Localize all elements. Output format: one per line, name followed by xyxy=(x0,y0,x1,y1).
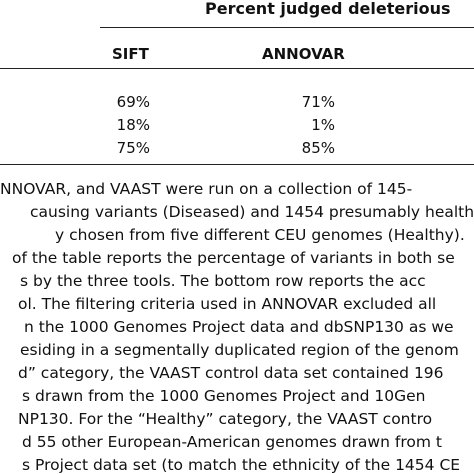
caption-line: NNOVAR, and VAAST were run on a collecti… xyxy=(0,180,413,198)
caption-line: d 55 other European-American genomes dra… xyxy=(22,433,442,451)
caption-line: n the 1000 Genomes Project data and dbSN… xyxy=(24,318,454,336)
table-cell: 69% xyxy=(116,93,150,111)
rule xyxy=(100,27,474,28)
table-cell: 18% xyxy=(116,116,150,134)
table-cell: 71% xyxy=(301,93,335,111)
table-cell: 1% xyxy=(311,116,335,134)
caption-line: ol. The filtering criteria used in ANNOV… xyxy=(18,295,437,313)
caption-line: causing variants (Diseased) and 1454 pre… xyxy=(30,203,474,221)
caption-line: d” category, the VAAST control data set … xyxy=(18,364,444,382)
rule xyxy=(0,164,474,165)
caption-line: s by the three tools. The bottom row rep… xyxy=(20,272,426,290)
column-header: ANNOVAR xyxy=(262,45,345,63)
caption-line: NP130. For the “Healthy” category, the V… xyxy=(18,410,433,428)
table-cell: 85% xyxy=(301,139,335,157)
caption-line: s Project data set (to match the ethnici… xyxy=(22,456,461,474)
column-header: SIFT xyxy=(112,45,149,63)
rule xyxy=(0,68,474,69)
caption-line: esiding in a segmentally duplicated regi… xyxy=(20,341,459,359)
group-header: Percent judged deleterious xyxy=(205,0,451,18)
caption-line: s drawn from the 1000 Genomes Project an… xyxy=(22,387,426,405)
caption-line: of the table reports the percentage of v… xyxy=(12,249,455,267)
caption-line: y chosen from five different CEU genomes… xyxy=(55,226,465,244)
table-cell: 75% xyxy=(116,139,150,157)
